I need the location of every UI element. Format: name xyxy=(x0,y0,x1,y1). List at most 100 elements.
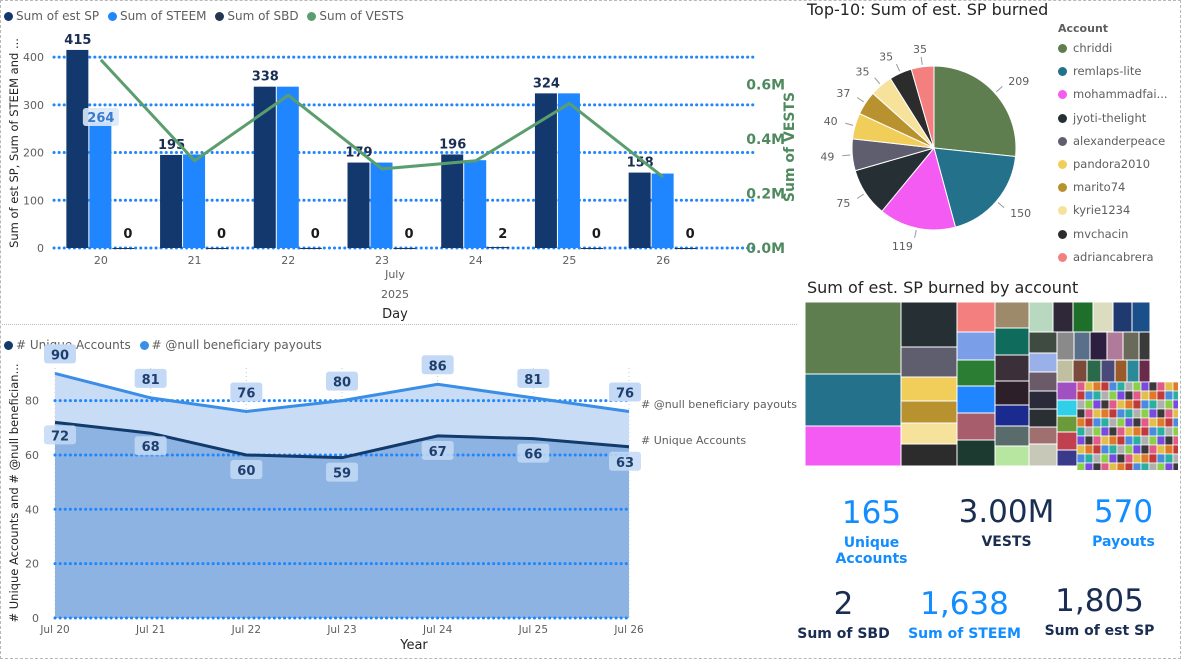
treemap-cell xyxy=(1172,444,1178,455)
pie-legend-item[interactable]: mvchacin xyxy=(1058,227,1168,250)
data-label-unique: 67 xyxy=(429,445,447,460)
card-vests[interactable]: 3.00M VESTS xyxy=(944,494,1069,550)
pie-legend-item[interactable]: remlaps-lite xyxy=(1058,64,1168,87)
bar-line-chart-panel[interactable]: Sum of est SP Sum of STEEM Sum of SBD Su… xyxy=(2,2,797,325)
pie-legend-item[interactable]: mohammadfai... xyxy=(1058,87,1168,110)
y-tick-label: 80 xyxy=(25,395,39,408)
treemap-cell xyxy=(1073,331,1091,361)
pie-legend-item[interactable]: adriancabrera xyxy=(1058,250,1168,273)
treemap-cell xyxy=(956,301,996,333)
data-label-bg xyxy=(326,462,358,482)
treemap-cell xyxy=(1156,381,1166,392)
treemap-cell xyxy=(956,359,996,387)
card-est-sp[interactable]: 1,805 Sum of est SP xyxy=(1037,583,1162,639)
bar-2 xyxy=(299,248,322,249)
data-label-bg xyxy=(134,368,167,388)
treemap-cell xyxy=(1100,381,1110,392)
pie-chart-panel[interactable]: Top-10: Sum of est. SP burned 209 150 119 7… xyxy=(803,0,1178,276)
y2-tick-label: 0.4M xyxy=(746,132,785,148)
treemap-cell xyxy=(1108,462,1118,470)
x-tick-label: 23 xyxy=(375,254,389,267)
area-chart-panel[interactable]: # Unique Accounts # @null beneficiary pa… xyxy=(2,332,797,654)
pie-slice xyxy=(933,65,1017,158)
data-label-unique: 60 xyxy=(237,464,255,479)
treemap-cell xyxy=(1132,435,1142,446)
pie-legend-item[interactable]: jyoti-thelight xyxy=(1058,111,1168,134)
treemap-cell xyxy=(900,301,958,348)
y-tick-label: 20 xyxy=(25,558,39,571)
treemap-cell xyxy=(1056,331,1075,361)
treemap-cell xyxy=(1092,426,1102,437)
x-axis-title: Year xyxy=(399,638,428,653)
treemap-cell xyxy=(1132,444,1142,455)
treemap-cell xyxy=(1076,453,1086,464)
pie-legend-item[interactable]: alexanderpeace xyxy=(1058,134,1168,157)
treemap-cell xyxy=(1076,426,1086,437)
legend-item-est-sp[interactable]: Sum of est SP xyxy=(4,9,99,23)
pie-legend-item[interactable]: chriddi xyxy=(1058,41,1168,64)
data-label-sbd: 0 xyxy=(217,227,226,242)
card-payouts[interactable]: 570 Payouts xyxy=(1061,494,1181,550)
treemap-cell xyxy=(1156,444,1166,455)
treemap-cell xyxy=(1172,417,1178,428)
data-label-est-sp: 196 xyxy=(439,137,466,152)
card-unique-accounts[interactable]: 165 Unique Accounts xyxy=(809,495,934,567)
treemap-cell xyxy=(1116,390,1126,401)
card-sbd[interactable]: 2 Sum of SBD xyxy=(781,586,906,642)
bar-0 xyxy=(66,49,89,248)
treemap-cell xyxy=(1076,399,1086,410)
treemap-cell xyxy=(1124,381,1134,392)
pie-leader-line xyxy=(997,202,1005,209)
card-steem[interactable]: 1,638 Sum of STEEM xyxy=(902,586,1027,642)
pie-leader-line xyxy=(856,193,865,199)
legend-dot-icon xyxy=(4,12,13,21)
treemap-cell xyxy=(994,327,1030,356)
treemap-cell xyxy=(1164,453,1174,464)
treemap-cell xyxy=(1164,390,1174,401)
treemap-cell xyxy=(1116,435,1126,446)
treemap-title: Sum of est. SP burned by account xyxy=(807,278,1079,297)
legend-item-sbd[interactable]: Sum of SBD xyxy=(215,9,299,23)
pie-legend-item[interactable]: kyrie1234 xyxy=(1058,203,1168,226)
data-label-bg xyxy=(134,436,167,456)
pie-leader-line xyxy=(874,77,881,85)
treemap-cell xyxy=(1108,444,1118,455)
treemap-cell xyxy=(1092,444,1102,455)
legend-item-null-payouts[interactable]: # @null beneficiary payouts xyxy=(139,338,322,352)
treemap-cell xyxy=(1132,399,1142,410)
data-label-payouts: 76 xyxy=(616,386,634,401)
treemap-cell xyxy=(1164,426,1174,437)
treemap-cell xyxy=(1112,301,1133,333)
treemap-cell xyxy=(994,354,1030,382)
pie-legend-label: pandora2010 xyxy=(1073,156,1151,171)
card-value: 165 xyxy=(841,495,902,531)
x-tick-label: 20 xyxy=(94,254,108,267)
treemap-cell xyxy=(1028,331,1058,354)
pie-slice xyxy=(933,147,1017,228)
treemap-panel[interactable]: Sum of est. SP burned by account xyxy=(803,278,1178,470)
treemap-cell xyxy=(1076,381,1086,392)
x-tick-label: 25 xyxy=(562,254,576,267)
pie-legend-item[interactable]: marito74 xyxy=(1058,180,1168,203)
y-axis-title: # Unique Accounts and # @null benefician… xyxy=(7,363,21,622)
card-label: VESTS xyxy=(981,534,1032,550)
treemap-cell xyxy=(1148,453,1158,464)
treemap-cell xyxy=(1140,444,1150,455)
bar-0 xyxy=(628,172,651,248)
bar-1 xyxy=(276,86,299,248)
treemap-cell xyxy=(1108,408,1118,419)
bar-0 xyxy=(253,86,276,248)
treemap-cell xyxy=(1172,381,1178,392)
treemap-cell xyxy=(1092,435,1102,446)
data-label-steem: 264 xyxy=(87,111,114,126)
card-value: 3.00M xyxy=(958,494,1055,530)
treemap-cell xyxy=(1100,359,1116,383)
pie-legend-label: marito74 xyxy=(1073,180,1126,195)
y-tick-label: 200 xyxy=(23,147,44,160)
legend-item-steem[interactable]: Sum of STEEM xyxy=(107,9,207,23)
pie-leader-line xyxy=(842,154,851,157)
treemap-cell xyxy=(1156,417,1166,428)
legend-item-vests[interactable]: Sum of VESTS xyxy=(307,9,404,23)
pie-legend-item[interactable]: pandora2010 xyxy=(1058,157,1168,180)
x-tick-label: Jul 21 xyxy=(135,624,165,636)
